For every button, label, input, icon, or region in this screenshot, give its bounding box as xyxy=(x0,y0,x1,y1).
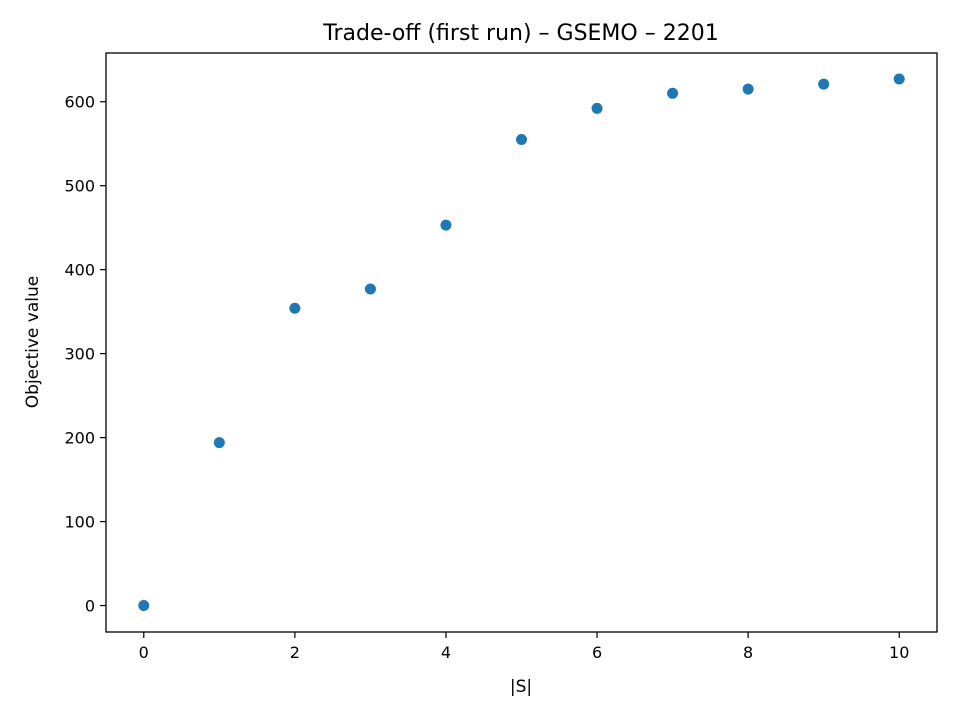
plot-area: 0 2 4 6 8 10 0 100 200 300 400 500 600 xyxy=(64,52,938,662)
y-axis-label: Objective value xyxy=(23,276,43,408)
data-point xyxy=(893,73,905,85)
y-tick-label: 200 xyxy=(64,429,95,448)
x-tick-label: 0 xyxy=(139,643,149,662)
y-axis: 0 100 200 300 400 500 600 xyxy=(64,93,106,616)
x-tick-label: 6 xyxy=(592,643,602,662)
y-tick-label: 600 xyxy=(64,93,95,112)
data-point xyxy=(289,302,301,314)
x-tick-label: 8 xyxy=(743,643,753,662)
x-axis-label: |S| xyxy=(510,677,532,697)
data-points xyxy=(138,73,905,612)
chart-title: Trade-off (first run) – GSEMO – 2201 xyxy=(322,21,718,46)
data-point xyxy=(213,437,225,449)
y-tick-label: 300 xyxy=(64,345,95,364)
data-point xyxy=(364,283,376,295)
x-axis: 0 2 4 6 8 10 xyxy=(139,632,909,662)
data-point xyxy=(138,600,150,612)
y-tick-label: 500 xyxy=(64,177,95,196)
y-tick-label: 100 xyxy=(64,513,95,532)
x-tick-label: 10 xyxy=(889,643,909,662)
plot-frame xyxy=(105,52,938,633)
x-tick-label: 4 xyxy=(441,643,451,662)
y-tick-label: 400 xyxy=(64,261,95,280)
data-point xyxy=(742,83,754,95)
data-point xyxy=(818,78,830,90)
x-tick-label: 2 xyxy=(290,643,300,662)
data-point xyxy=(667,87,679,99)
data-point xyxy=(440,219,452,231)
y-tick-label: 0 xyxy=(85,597,95,616)
data-point xyxy=(516,133,527,145)
data-point xyxy=(591,102,603,114)
